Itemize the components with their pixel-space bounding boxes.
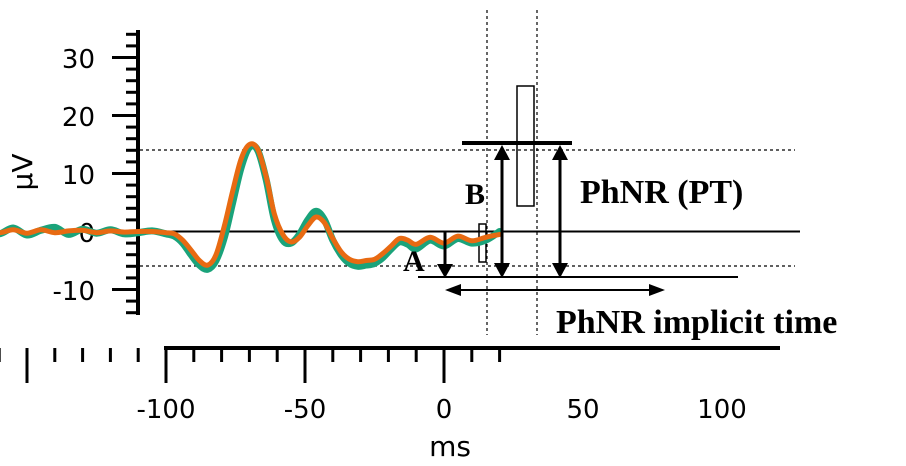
implicit-time-arrow-right (649, 284, 665, 296)
pt-arrow-head-up (552, 145, 568, 160)
b-arrow-head-down (494, 263, 510, 278)
y-tick-label: 30 (62, 45, 95, 75)
y-tick-label: 10 (62, 161, 95, 191)
label-b: B (465, 178, 485, 211)
y-axis-title: µV (6, 154, 39, 191)
x-tick-label: -100 (136, 395, 195, 425)
y-axis: 30 20 10 0 -10 µV (6, 30, 140, 315)
b-arrow-head-up (494, 145, 510, 160)
y-tick-labels: 30 20 10 0 -10 (53, 45, 95, 307)
x-tick-label: 100 (697, 395, 747, 425)
x-tick-label: -50 (284, 395, 326, 425)
series-line-2 (0, 141, 503, 268)
large-stimulus-bar (516, 85, 535, 207)
a-arrow-head (437, 264, 453, 278)
measurement-annotations: A B PhNR (PT) PhNR implicit time (403, 141, 837, 341)
x-axis: -100 -50 0 50 100 ms (0, 346, 780, 463)
x-tick-label: 50 (566, 395, 599, 425)
x-minor-ticks (0, 348, 502, 383)
y-tick-label: 20 (62, 103, 95, 133)
x-tick-label: 0 (436, 395, 453, 425)
waveforms (0, 141, 504, 273)
pt-arrow-head-down (552, 263, 568, 278)
y-minor-ticks (112, 32, 138, 315)
implicit-time-arrow-left (445, 284, 461, 296)
y-tick-label: -10 (53, 277, 95, 307)
x-tick-labels: -100 -50 0 50 100 (136, 395, 746, 425)
label-phnr-pt: PhNR (PT) (580, 174, 743, 211)
x-axis-title: ms (429, 430, 471, 463)
label-a: A (403, 245, 425, 278)
label-phnr-implicit-time: PhNR implicit time (556, 304, 837, 341)
